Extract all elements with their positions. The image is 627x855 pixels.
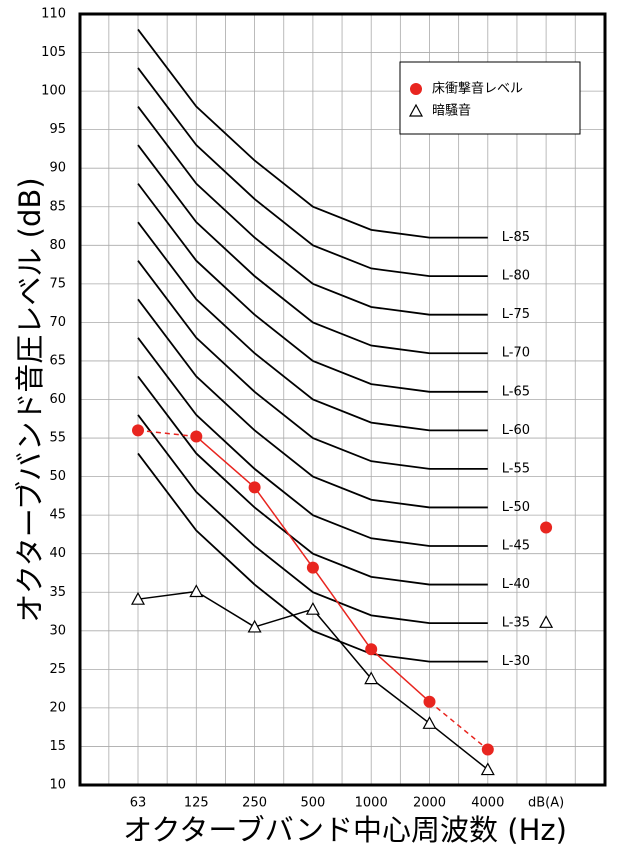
series-segment (429, 701, 489, 751)
y-tick-label: 65 (49, 353, 66, 368)
l-curve-label: L-65 (502, 384, 530, 399)
y-tick-label: 50 (49, 469, 66, 484)
marker (247, 619, 262, 633)
marker (539, 615, 554, 628)
y-tick-label: 70 (49, 315, 66, 330)
l-curve-label: L-60 (502, 423, 530, 438)
marker (130, 591, 146, 605)
y-tick-label: 75 (49, 276, 66, 291)
y-tick-label: 90 (49, 161, 66, 176)
l-curve-label: L-80 (502, 269, 530, 284)
x-axis-label: オクターブバンド中心周波数 (Hz) (123, 813, 567, 847)
l-curve-label: L-70 (502, 346, 530, 361)
marker (364, 671, 379, 685)
l-curve (137, 183, 488, 393)
y-tick-label: 35 (49, 585, 66, 600)
l-curve-label: L-85 (502, 230, 530, 245)
marker (481, 743, 494, 756)
marker (190, 430, 203, 443)
l-curve-label: L-35 (502, 616, 530, 631)
series-segment (312, 567, 372, 650)
marker (365, 643, 378, 656)
l-curve (137, 105, 488, 316)
y-tick-label: 80 (49, 238, 66, 253)
series-segment (137, 590, 197, 600)
l-curve-label: L-40 (502, 577, 530, 592)
plot-border (78, 12, 607, 787)
series-segment (195, 435, 256, 488)
l-curve (137, 67, 488, 278)
y-tick-label: 110 (41, 7, 66, 22)
y-tick-label: 60 (49, 392, 66, 407)
legend-marker (408, 103, 424, 117)
x-tick-label: 63 (130, 796, 147, 811)
x-tick-label: 250 (242, 796, 267, 811)
l-curve-label: L-55 (502, 461, 530, 476)
l-curve-label: L-30 (502, 654, 530, 669)
series-segment (137, 429, 197, 438)
y-tick-label: 15 (49, 739, 66, 754)
series-segment (254, 608, 314, 628)
l-curve (137, 337, 488, 547)
y-tick-label: 10 (49, 778, 66, 793)
l-curve (137, 414, 488, 624)
l-curve (137, 375, 488, 586)
series-segment (429, 722, 489, 771)
y-tick-label: 45 (49, 508, 66, 523)
legend-box (399, 61, 581, 135)
y-tick-label: 100 (41, 84, 66, 99)
marker (480, 762, 495, 776)
marker (132, 424, 144, 437)
y-tick-label: 55 (49, 431, 66, 446)
marker (423, 695, 436, 708)
l-curve (137, 144, 488, 355)
marker (305, 601, 320, 615)
y-axis-label: オクターブバンド音圧レベル (dB) (13, 177, 47, 622)
y-tick-label: 20 (49, 700, 66, 715)
l-curve-label: L-45 (502, 538, 530, 553)
x-tick-label: 500 (300, 796, 325, 811)
x-tick-label: 1000 (355, 796, 388, 811)
marker (540, 521, 553, 534)
x-tick-label: 2000 (413, 796, 446, 811)
y-tick-label: 95 (49, 122, 66, 137)
legend-label: 床衝撃音レベル (432, 81, 523, 97)
x-tick-label: 4000 (471, 796, 504, 811)
series-segment (370, 678, 430, 724)
y-tick-label: 25 (49, 662, 66, 677)
x-tick-label: 125 (184, 796, 209, 811)
marker (248, 481, 261, 494)
l-curve-label: L-50 (502, 500, 530, 515)
l-curve (137, 28, 488, 239)
marker (189, 584, 204, 598)
y-tick-label: 85 (49, 199, 66, 214)
l-curve-label: L-75 (502, 307, 530, 322)
y-tick-label: 40 (49, 546, 66, 561)
legend-marker (410, 83, 422, 95)
marker (422, 716, 437, 729)
l-curve (137, 221, 488, 432)
l-curve (137, 260, 488, 470)
marker (306, 561, 319, 574)
series-segment (312, 608, 372, 680)
series-segment (370, 648, 431, 703)
l-curve (137, 298, 488, 509)
legend-label: 暗騒音 (432, 103, 471, 119)
l-curve (137, 452, 488, 663)
x-tick-label: dB(A) (528, 796, 564, 811)
y-tick-label: 30 (49, 623, 66, 638)
series-segment (195, 590, 255, 628)
series-segment (253, 486, 314, 569)
y-tick-label: 105 (41, 45, 66, 60)
